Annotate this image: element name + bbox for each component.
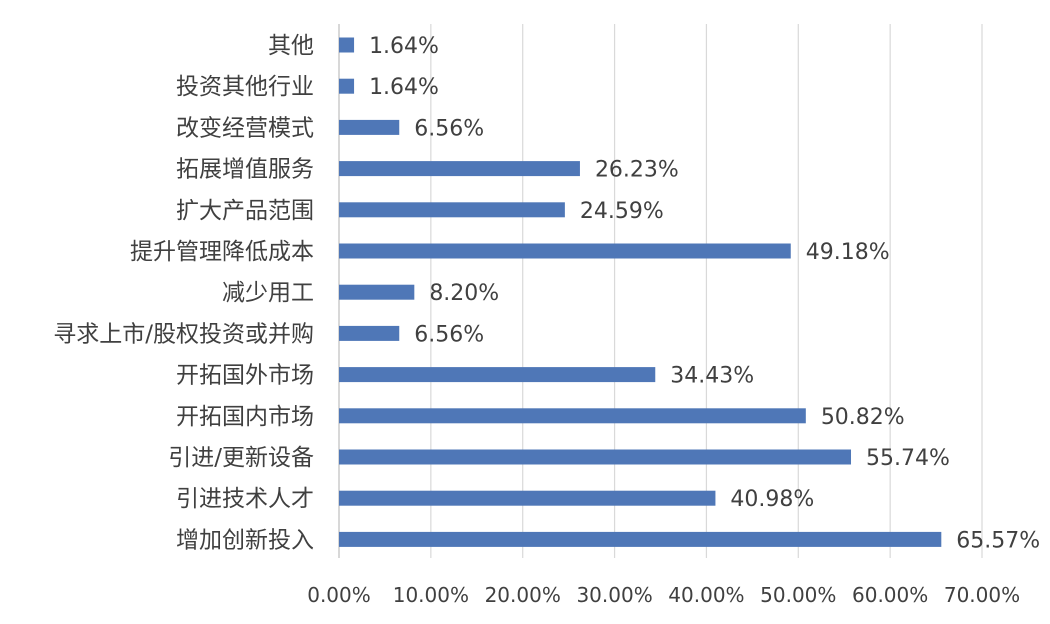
bar [339, 531, 942, 547]
bar [339, 490, 716, 506]
data-label: 24.59% [580, 199, 664, 224]
category-label: 开拓国外市场 [176, 363, 314, 389]
category-label: 改变经营模式 [176, 115, 314, 141]
category-label: 增加创新投入 [176, 527, 314, 553]
category-label: 其他 [268, 33, 314, 59]
x-tick-label: 0.00% [307, 583, 371, 607]
bars [339, 37, 942, 547]
data-label: 49.18% [806, 240, 890, 265]
data-labels: 1.64% 1.64% 6.56% 26.23% 24.59% 49.18% 8.20% 6.… [369, 34, 1040, 553]
bar [339, 161, 580, 177]
category-label: 开拓国内市场 [176, 404, 314, 430]
category-label: 投资其他行业 [176, 74, 314, 100]
bar [339, 284, 415, 300]
gridlines [338, 24, 983, 558]
data-label: 26.23% [595, 158, 679, 183]
category-label: 引进/更新设备 [168, 445, 314, 471]
x-tick-label: 60.00% [852, 583, 928, 607]
bar [339, 408, 806, 424]
data-label: 6.56% [414, 116, 484, 141]
data-label: 1.64% [369, 34, 439, 59]
data-label: 1.64% [369, 75, 439, 100]
bar [339, 243, 791, 259]
data-label: 55.74% [866, 446, 950, 471]
data-label: 50.82% [821, 405, 905, 430]
category-label: 减少用工 [222, 280, 314, 306]
category-label: 提升管理降低成本 [130, 239, 314, 265]
data-label: 40.98% [730, 487, 814, 512]
x-tick-label: 40.00% [668, 583, 744, 607]
data-label: 34.43% [670, 364, 754, 389]
data-label: 6.56% [414, 322, 484, 347]
category-label: 扩大产品范围 [176, 198, 314, 224]
category-labels: 其他投资其他行业改变经营模式拓展增值服务扩大产品范围提升管理降低成本减少用工寻求… [53, 33, 314, 553]
category-label: 拓展增值服务 [176, 157, 314, 183]
data-label: 65.57% [956, 528, 1040, 553]
bar [339, 449, 852, 465]
bar [339, 325, 400, 341]
x-tick-label: 30.00% [576, 583, 652, 607]
data-label: 8.20% [429, 281, 499, 306]
x-axis-ticks: 0.00% 10.00% 20.00% 30.00% 40.00% 50.00% 60.00… [307, 583, 1020, 607]
category-label: 寻求上市/股权投资或并购 [53, 321, 314, 347]
bar [339, 119, 400, 135]
x-tick-label: 10.00% [393, 583, 469, 607]
bar [339, 202, 565, 218]
bar [339, 78, 355, 94]
x-tick-label: 20.00% [485, 583, 561, 607]
x-tick-label: 70.00% [944, 583, 1020, 607]
x-tick-label: 50.00% [760, 583, 836, 607]
category-label: 引进技术人才 [176, 486, 314, 512]
bar [339, 367, 656, 383]
bar [339, 37, 355, 53]
